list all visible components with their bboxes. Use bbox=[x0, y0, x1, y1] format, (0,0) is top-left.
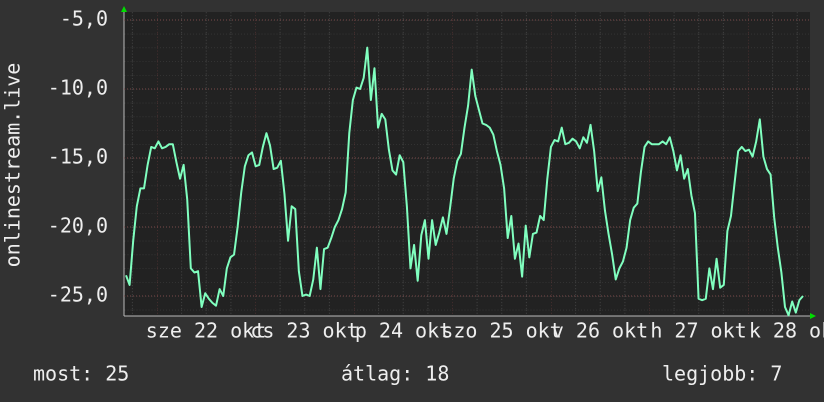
y-tick-label: -15,0 bbox=[48, 144, 108, 168]
footer-average: átlag: 18 bbox=[341, 362, 449, 386]
axis-arrow bbox=[810, 313, 816, 319]
x-tick-label: p 24 okt bbox=[355, 319, 451, 343]
x-tick-label: sze 22 okt bbox=[146, 319, 266, 343]
footer-best: legjobb: 7 bbox=[662, 362, 782, 386]
y-tick-label: -5,0 bbox=[60, 7, 108, 31]
y-tick-label: -20,0 bbox=[48, 213, 108, 237]
y-axis-title: onlinestream.live bbox=[1, 63, 25, 268]
minor-grid bbox=[124, 12, 810, 316]
x-tick-label: h 27 okt bbox=[650, 319, 746, 343]
x-tick-label: k 28 okt bbox=[749, 319, 824, 343]
footer-current: most: 25 bbox=[33, 362, 129, 386]
x-tick-label: cs 23 okt bbox=[250, 319, 358, 343]
y-tick-label: -25,0 bbox=[48, 282, 108, 306]
data-line bbox=[125, 46, 804, 317]
axis-arrow bbox=[121, 6, 127, 12]
y-tick-label: -10,0 bbox=[48, 76, 108, 100]
x-tick-label: v 26 okt bbox=[552, 319, 648, 343]
x-tick-label: szo 25 okt bbox=[441, 319, 561, 343]
